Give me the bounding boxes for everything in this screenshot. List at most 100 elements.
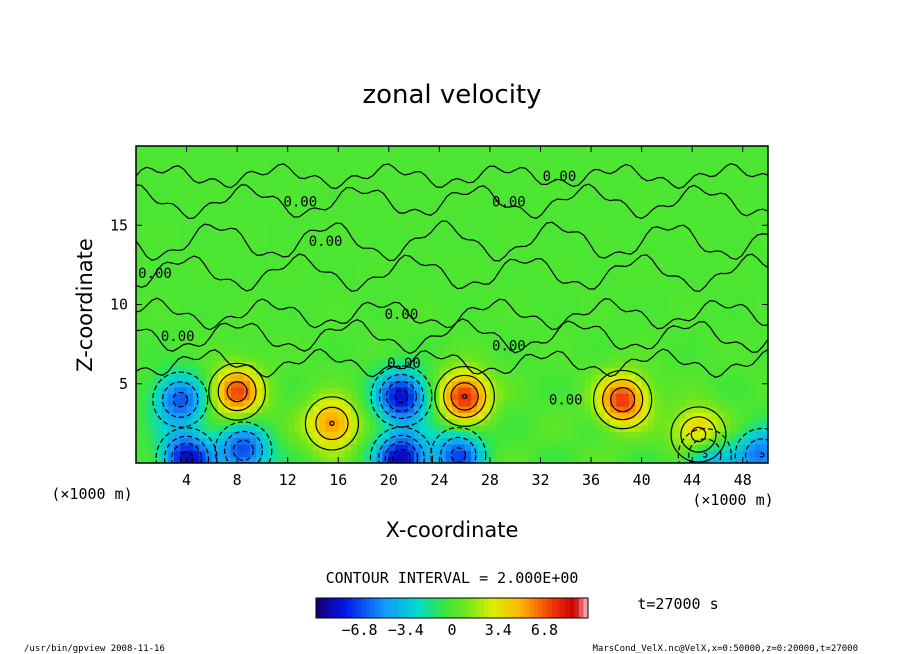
field-cell	[401, 260, 409, 268]
field-cell	[591, 450, 598, 458]
field-cell	[186, 317, 194, 325]
field-cell	[420, 437, 428, 445]
field-cell	[452, 342, 459, 350]
field-cell	[275, 171, 282, 179]
field-cell	[736, 266, 744, 274]
field-cell	[344, 355, 352, 363]
field-cell	[685, 405, 693, 413]
field-cell	[192, 437, 200, 445]
field-cell	[616, 241, 624, 249]
field-cell	[300, 298, 308, 306]
field-cell	[218, 367, 226, 375]
field-cell	[325, 386, 333, 394]
field-cell	[363, 146, 371, 153]
field-cell	[736, 443, 744, 451]
field-cell	[679, 234, 687, 242]
field-cell	[142, 253, 150, 261]
field-cell	[268, 260, 276, 268]
field-cell	[376, 253, 384, 261]
field-cell	[464, 310, 472, 318]
field-cell	[698, 450, 706, 458]
field-cell	[736, 424, 744, 432]
field-cell	[136, 146, 143, 153]
field-cell	[294, 329, 301, 337]
field-cell	[704, 177, 712, 185]
field-cell	[281, 184, 289, 191]
field-cell	[616, 456, 624, 463]
field-cell	[275, 412, 282, 420]
field-cell	[199, 298, 207, 306]
field-cell	[344, 443, 352, 451]
field-cell	[515, 374, 523, 382]
field-cell	[546, 184, 554, 191]
field-cell	[350, 177, 358, 185]
field-cell	[294, 215, 301, 223]
field-cell	[458, 367, 466, 375]
field-cell	[742, 348, 750, 356]
field-cell	[685, 304, 693, 312]
field-cell	[654, 247, 662, 255]
field-cell	[211, 266, 219, 274]
field-cell	[186, 431, 194, 439]
field-cell	[344, 291, 352, 299]
field-cell	[572, 367, 579, 375]
field-cell	[616, 412, 624, 420]
field-cell	[414, 196, 421, 204]
field-cell	[647, 209, 655, 217]
field-cell	[515, 418, 523, 426]
field-cell	[521, 266, 529, 274]
field-cell	[698, 215, 706, 223]
field-cell	[249, 291, 257, 299]
field-cell	[730, 228, 737, 236]
field-cell	[723, 336, 731, 344]
field-cell	[249, 196, 257, 204]
field-cell	[369, 272, 377, 280]
field-cell	[388, 184, 396, 191]
field-cell	[420, 228, 428, 236]
field-cell	[654, 215, 662, 223]
field-cell	[395, 222, 403, 230]
field-cell	[730, 247, 737, 255]
field-cell	[610, 361, 617, 369]
field-cell	[742, 355, 750, 363]
field-cell	[300, 285, 308, 293]
field-cell	[496, 424, 504, 432]
field-cell	[565, 367, 573, 375]
field-cell	[148, 215, 156, 223]
field-cell	[237, 399, 245, 407]
field-cell	[647, 304, 655, 312]
field-cell	[540, 348, 548, 356]
field-cell	[502, 367, 510, 375]
field-cell	[654, 291, 662, 299]
field-cell	[338, 253, 346, 261]
field-cell	[723, 374, 731, 382]
field-cell	[180, 329, 188, 337]
field-cell	[256, 367, 263, 375]
field-cell	[742, 247, 750, 255]
field-cell	[591, 234, 598, 242]
field-cell	[224, 215, 232, 223]
field-cell	[338, 266, 346, 274]
field-cell	[730, 215, 737, 223]
field-cell	[635, 298, 643, 306]
field-cell	[211, 260, 219, 268]
field-cell	[572, 165, 579, 172]
field-cell	[445, 152, 453, 160]
field-cell	[559, 266, 567, 274]
field-cell	[325, 184, 333, 191]
field-cell	[470, 253, 478, 261]
field-cell	[205, 450, 213, 458]
field-cell	[142, 196, 150, 204]
field-cell	[256, 196, 263, 204]
field-cell	[262, 215, 270, 223]
field-cell	[218, 285, 226, 293]
field-cell	[312, 405, 320, 413]
field-cell	[287, 393, 295, 401]
field-cell	[603, 177, 611, 185]
field-cell	[350, 158, 358, 166]
field-cell	[287, 190, 295, 198]
field-cell	[717, 228, 725, 236]
field-cell	[224, 329, 232, 337]
field-cell	[641, 253, 649, 261]
field-cell	[275, 152, 282, 160]
